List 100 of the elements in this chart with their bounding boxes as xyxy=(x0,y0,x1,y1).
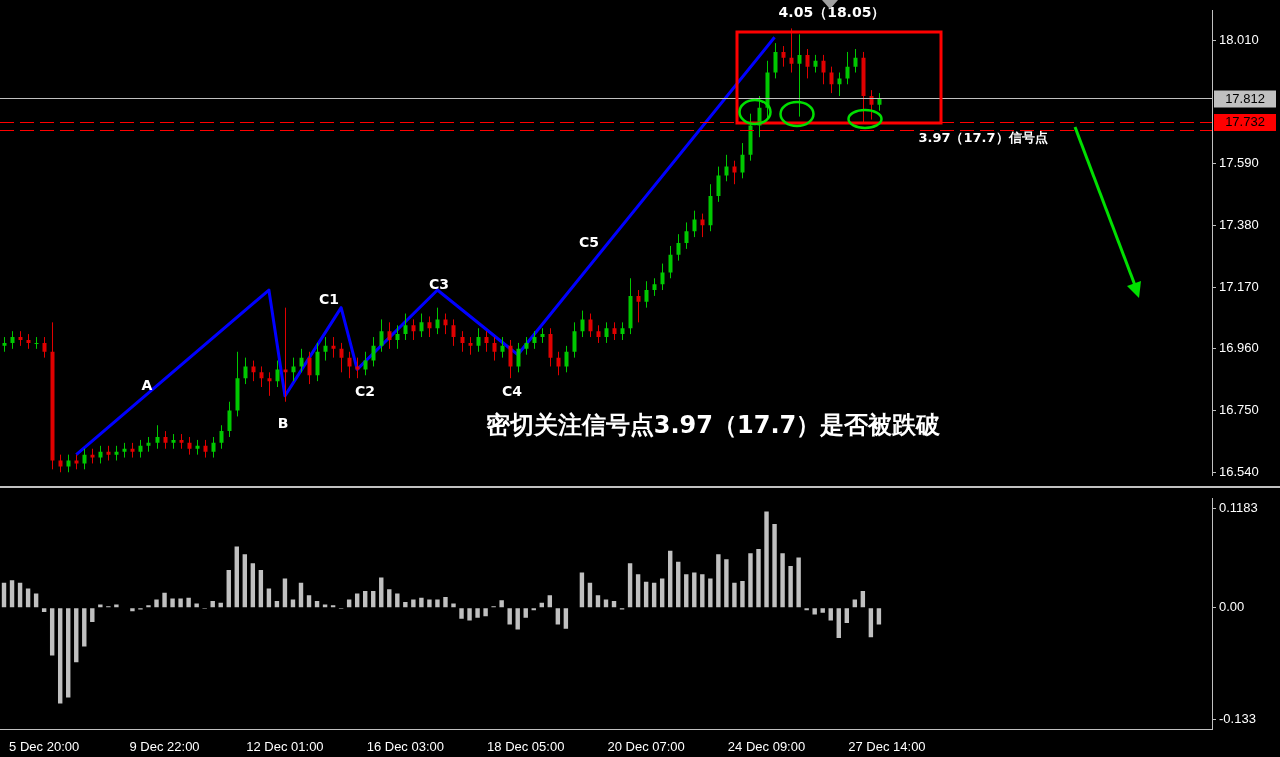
candlestick xyxy=(773,42,778,79)
bar xyxy=(49,608,55,656)
bar xyxy=(603,599,609,608)
bar xyxy=(82,608,87,647)
candlestick xyxy=(636,289,641,323)
bar xyxy=(828,608,833,621)
bar xyxy=(66,608,71,698)
candlestick xyxy=(387,321,392,350)
bar xyxy=(114,604,119,608)
bar xyxy=(226,570,231,608)
bar xyxy=(676,561,681,608)
bar xyxy=(74,608,79,663)
bar xyxy=(483,608,488,617)
bar xyxy=(451,603,456,608)
candlestick xyxy=(363,351,368,376)
annotation: 4.05（18.05） xyxy=(778,3,886,20)
bar xyxy=(563,608,569,629)
candlestick xyxy=(347,351,352,379)
bar xyxy=(820,608,825,613)
candlestick xyxy=(580,310,585,338)
candlestick xyxy=(331,336,336,359)
bar xyxy=(684,574,689,608)
candlestick xyxy=(845,51,850,85)
candlestick xyxy=(243,357,248,385)
bar xyxy=(443,596,448,608)
candlestick xyxy=(403,313,408,341)
bar xyxy=(812,608,817,615)
bar xyxy=(419,597,424,608)
candlestick xyxy=(219,424,224,450)
bar xyxy=(290,599,296,608)
candlestick xyxy=(355,357,360,379)
y-tick-label: 16.540 xyxy=(1219,463,1259,479)
candlestick xyxy=(829,66,834,94)
candlestick xyxy=(435,307,440,335)
bar xyxy=(427,599,432,608)
annotation: C4 xyxy=(501,382,523,399)
bar xyxy=(403,601,408,608)
candlestick xyxy=(460,330,465,353)
bar xyxy=(788,565,793,608)
candlestick xyxy=(692,210,697,238)
bar xyxy=(499,600,504,608)
candlestick xyxy=(572,321,577,359)
annotation: A xyxy=(141,376,153,393)
bar xyxy=(659,578,665,608)
bar xyxy=(395,593,400,608)
bar xyxy=(242,554,248,608)
ref-line-label: 17.812 xyxy=(1225,90,1265,106)
candlestick xyxy=(427,315,432,338)
annotation: C5 xyxy=(578,233,600,250)
bar xyxy=(852,599,858,608)
x-tick-label: 5 Dec 20:00 xyxy=(9,738,80,754)
bar xyxy=(346,599,352,608)
bar xyxy=(234,546,239,608)
candlestick xyxy=(588,313,593,338)
candlestick xyxy=(291,357,296,382)
candlestick xyxy=(700,213,705,238)
candlestick xyxy=(837,72,842,97)
candlestick xyxy=(323,336,328,362)
bar xyxy=(748,553,753,608)
bar xyxy=(459,608,464,619)
x-tick-label: 27 Dec 14:00 xyxy=(848,738,926,754)
annotation: 3.97（17.7）信号点 xyxy=(918,130,1048,146)
candlestick xyxy=(668,245,673,279)
bar xyxy=(411,599,416,608)
bar xyxy=(740,580,745,608)
bar xyxy=(507,608,512,625)
bar xyxy=(627,563,633,608)
bar xyxy=(250,563,256,608)
bar xyxy=(282,578,288,608)
candlestick xyxy=(492,336,497,362)
x-tick-label: 12 Dec 01:00 xyxy=(246,738,324,754)
bar xyxy=(635,574,641,608)
candlestick xyxy=(508,339,513,379)
candlestick xyxy=(419,313,424,338)
candlestick xyxy=(476,327,481,353)
x-tick-label: 24 Dec 09:00 xyxy=(727,738,806,754)
candlestick xyxy=(275,360,280,388)
candlestick xyxy=(644,280,649,309)
bar xyxy=(547,595,553,608)
candlestick xyxy=(564,345,569,373)
bar xyxy=(555,608,561,625)
bar xyxy=(708,578,713,608)
bar xyxy=(146,605,151,608)
candlestick xyxy=(716,166,721,203)
annotation: C1 xyxy=(318,290,340,307)
y-tick-label: 0.00 xyxy=(1219,599,1245,615)
bar xyxy=(732,582,737,608)
y-tick-label: 17.590 xyxy=(1219,155,1259,171)
candlestick xyxy=(676,233,681,262)
bar xyxy=(780,553,785,608)
candlestick xyxy=(339,342,344,373)
bar xyxy=(9,580,15,608)
x-tick-label: 18 Dec 05:00 xyxy=(487,738,565,754)
bar xyxy=(756,549,761,608)
candlestick xyxy=(267,371,272,397)
bar xyxy=(178,598,183,608)
candlestick xyxy=(821,54,826,85)
bar xyxy=(523,608,528,618)
y-tick-label: 0.1183 xyxy=(1219,500,1258,516)
candlestick xyxy=(379,318,384,353)
